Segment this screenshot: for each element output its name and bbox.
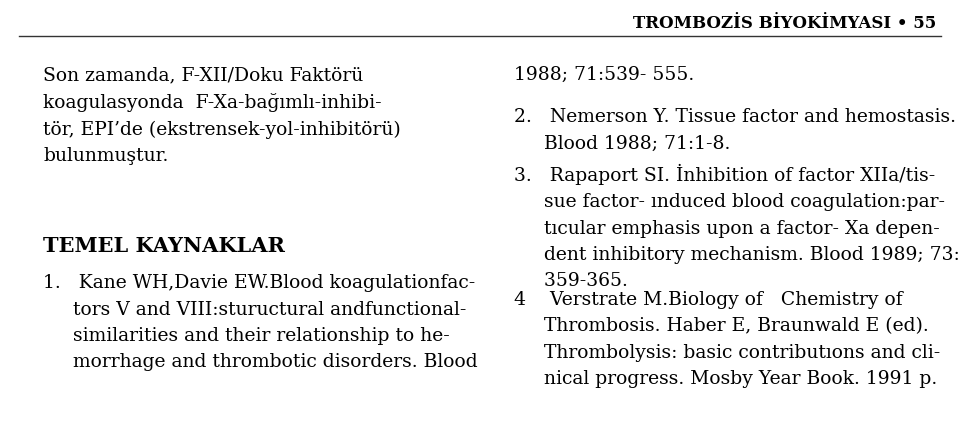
Text: 1.   Kane WH,Davie EW.Blood koagulationfac-
     tors V and VIII:stuructural and: 1. Kane WH,Davie EW.Blood koagulationfac…: [43, 274, 478, 371]
Text: TROMBOZİS BİYOKİMYASI • 55: TROMBOZİS BİYOKİMYASI • 55: [633, 15, 936, 32]
Text: 2.   Nemerson Y. Tissue factor and hemostasis.
     Blood 1988; 71:1-8.: 2. Nemerson Y. Tissue factor and hemosta…: [514, 108, 955, 153]
Text: Son zamanda, F-XII/Doku Faktörü
koagulasyonda  F-Xa-bağımlı-inhibi-
tör, EPI’de : Son zamanda, F-XII/Doku Faktörü koagulas…: [43, 66, 401, 165]
Text: 4    Verstrate M.Biology of   Chemistry of
     Thrombosis. Haber E, Braunwald E: 4 Verstrate M.Biology of Chemistry of Th…: [514, 291, 940, 388]
Text: TEMEL KAYNAKLAR: TEMEL KAYNAKLAR: [43, 236, 285, 256]
Text: 3.   Rapaport SI. İnhibition of factor XIIa/tis-
     sue factor- ınduced blood : 3. Rapaport SI. İnhibition of factor XII…: [514, 164, 959, 290]
Text: 1988; 71:539- 555.: 1988; 71:539- 555.: [514, 66, 694, 84]
